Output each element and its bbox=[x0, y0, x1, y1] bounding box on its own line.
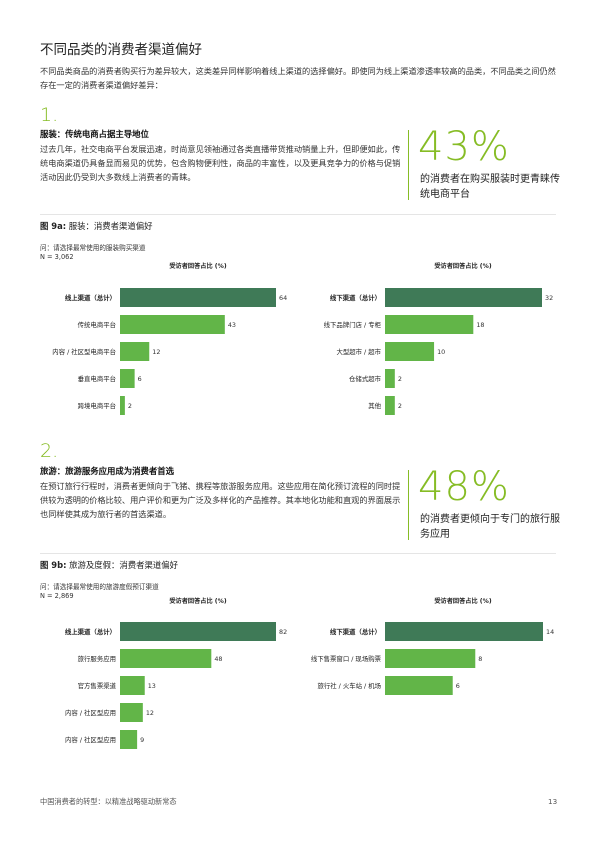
stat-1-divider bbox=[408, 130, 409, 200]
chart-1-category-label: 跨境电商平台 bbox=[78, 401, 116, 410]
figure-9b-title: 图 9b: 旅游及度假：消费者渠道偏好 bbox=[40, 559, 178, 571]
figure-9b-label: 图 9b: bbox=[40, 560, 67, 570]
chart-2-bar bbox=[385, 369, 395, 388]
chart-3-bar bbox=[120, 649, 212, 668]
chart-4-axis-title: 受访者回答占比 (%) bbox=[434, 597, 491, 605]
chart-3-bar bbox=[120, 676, 145, 695]
chart-3-value-label: 9 bbox=[140, 736, 144, 744]
chart-1-category-label: 线上渠道（总计） bbox=[65, 293, 116, 302]
chart-3-value-label: 82 bbox=[279, 628, 287, 636]
figure-9a-question: 问：请选择最常使用的服装购买渠道 bbox=[40, 244, 146, 252]
page-title: 不同品类的消费者渠道偏好 bbox=[40, 42, 202, 58]
figure-9a-label: 图 9a: bbox=[40, 221, 67, 231]
section-1-heading: 服装：传统电商占据主导地位 bbox=[40, 129, 149, 139]
chart-3-value-label: 48 bbox=[214, 655, 222, 663]
figure-9b-question: 问：请选择最常使用的旅游度假预订渠道 bbox=[40, 583, 159, 591]
chart-2-bar bbox=[385, 396, 395, 415]
chart-2-value-label: 10 bbox=[437, 348, 445, 356]
footer-text: 中国消费者的转型：以精准战略驱动新常态 bbox=[40, 797, 177, 806]
chart-1-value-label: 12 bbox=[152, 348, 160, 356]
section-1-body: 过去几年，社交电商平台发展迅速，时尚意见领袖通过各类直播带货推动销量上升，但即便… bbox=[40, 144, 401, 182]
chart-4-value-label: 14 bbox=[546, 628, 554, 636]
chart-3-category-label: 内容 / 社区型应用 bbox=[65, 735, 116, 744]
chart-3-bar bbox=[120, 703, 143, 722]
chart-4-category-label: 旅行社 / 火车站 / 机场 bbox=[317, 681, 381, 690]
chart-3-category-label: 内容 / 社区型应用 bbox=[65, 708, 116, 717]
chart-2-value-label: 32 bbox=[545, 294, 553, 302]
chart-1-axis-title: 受访者回答占比 (%) bbox=[169, 262, 226, 270]
figure-9b-rule bbox=[40, 553, 556, 554]
chart-2-value-label: 18 bbox=[476, 321, 484, 329]
section-1-number: 1. bbox=[40, 104, 59, 126]
chart-3-axis-title: 受访者回答占比 (%) bbox=[169, 597, 226, 605]
chart-2-category-label: 其他 bbox=[368, 401, 381, 410]
chart-2-bar bbox=[385, 288, 542, 307]
chart-4-value-label: 6 bbox=[456, 682, 460, 690]
chart-3-value-label: 12 bbox=[146, 709, 154, 717]
chart-1-value-label: 64 bbox=[279, 294, 287, 302]
chart-3-bar bbox=[120, 622, 276, 641]
figure-9b-title-text: 旅游及度假：消费者渠道偏好 bbox=[69, 560, 179, 570]
figure-9b-n: N = 2,869 bbox=[40, 592, 74, 600]
figure-9a-title: 图 9a: 服装：消费者渠道偏好 bbox=[40, 220, 153, 232]
chart-1-category-label: 传统电商平台 bbox=[78, 320, 116, 329]
figure-9a-title-text: 服装：消费者渠道偏好 bbox=[68, 221, 153, 231]
chart-2-category-label: 线下渠道（总计） bbox=[330, 293, 381, 302]
chart-1-bar bbox=[120, 315, 225, 334]
chart-1-bar bbox=[120, 342, 150, 361]
chart-3-bar bbox=[120, 730, 138, 749]
figure-9a-n: N = 3,062 bbox=[40, 253, 74, 261]
section-2-body: 在预订旅行行程时，消费者更倾向于飞猪、携程等旅游服务应用。这些应用在简化预订流程… bbox=[40, 481, 401, 519]
chart-2-category-label: 线下品牌门店 / 专柜 bbox=[324, 320, 382, 329]
chart-3-value-label: 13 bbox=[148, 682, 156, 690]
stat-2-caption: 的消费者更倾向于专门的旅行服务应用 bbox=[420, 514, 560, 540]
chart-1-value-label: 43 bbox=[228, 321, 236, 329]
chart-2-category-label: 大型超市 / 超市 bbox=[336, 347, 381, 356]
chart-1-value-label: 6 bbox=[138, 375, 142, 383]
page-number: 13 bbox=[548, 797, 558, 806]
chart-2-bar bbox=[385, 315, 474, 334]
chart-4-category-label: 线下渠道（总计） bbox=[330, 627, 381, 636]
stat-1-caption: 的消费者在购买服装时更青睐传统电商平台 bbox=[420, 174, 560, 200]
chart-4-bar bbox=[385, 622, 543, 641]
chart-1-category-label: 内容 / 社区型电商平台 bbox=[52, 347, 116, 356]
chart-3-category-label: 旅行服务应用 bbox=[78, 654, 116, 663]
chart-1-bar bbox=[120, 369, 135, 388]
figure-9a-rule bbox=[40, 214, 556, 215]
chart-2-value-label: 2 bbox=[398, 375, 402, 383]
chart-1-bar bbox=[120, 396, 125, 415]
section-2-number: 2. bbox=[40, 440, 59, 462]
chart-1-category-label: 垂直电商平台 bbox=[78, 374, 116, 383]
chart-2-category-label: 仓储式超市 bbox=[349, 374, 382, 383]
chart-4-bar bbox=[385, 676, 453, 695]
chart-2-bar bbox=[385, 342, 435, 361]
chart-4-value-label: 8 bbox=[478, 655, 482, 663]
chart-2-value-label: 2 bbox=[398, 402, 402, 410]
chart-1-value-label: 2 bbox=[128, 402, 132, 410]
chart-3-category-label: 线上渠道（总计） bbox=[65, 627, 116, 636]
stat-1-value: 43% bbox=[418, 124, 510, 170]
chart-4-category-label: 线下售票窗口 / 现场购票 bbox=[311, 654, 382, 663]
stat-2-divider bbox=[408, 470, 409, 540]
chart-2-axis-title: 受访者回答占比 (%) bbox=[434, 262, 491, 270]
chart-3-category-label: 官方售票渠道 bbox=[78, 681, 117, 690]
section-2-heading: 旅游：旅游服务应用成为消费者首选 bbox=[40, 466, 174, 476]
chart-4-bar bbox=[385, 649, 476, 668]
intro-paragraph: 不同品类商品的消费者购买行为差异较大，这类差异同样影响着线上渠道的选择偏好。即使… bbox=[40, 66, 556, 90]
stat-2-value: 48% bbox=[418, 464, 510, 510]
chart-1-bar bbox=[120, 288, 276, 307]
